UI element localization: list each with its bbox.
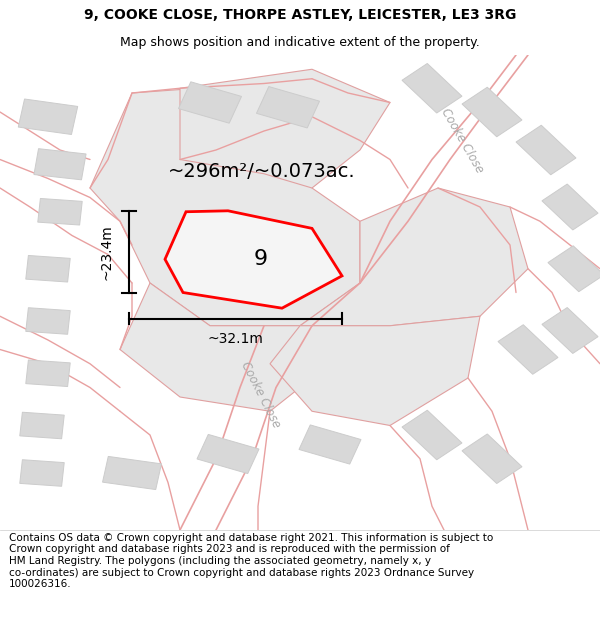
- Polygon shape: [462, 434, 522, 484]
- Polygon shape: [20, 412, 64, 439]
- Polygon shape: [18, 99, 78, 134]
- Text: ~296m²/~0.073ac.: ~296m²/~0.073ac.: [168, 162, 356, 181]
- Text: Cooke Close: Cooke Close: [239, 359, 283, 430]
- Polygon shape: [300, 188, 528, 326]
- Polygon shape: [402, 64, 462, 113]
- Polygon shape: [90, 84, 360, 326]
- Polygon shape: [516, 125, 576, 175]
- Text: ~32.1m: ~32.1m: [208, 332, 263, 346]
- Polygon shape: [548, 246, 600, 292]
- Text: Map shows position and indicative extent of the property.: Map shows position and indicative extent…: [120, 36, 480, 49]
- Polygon shape: [270, 316, 480, 426]
- Text: 9, COOKE CLOSE, THORPE ASTLEY, LEICESTER, LE3 3RG: 9, COOKE CLOSE, THORPE ASTLEY, LEICESTER…: [84, 8, 516, 22]
- Polygon shape: [34, 149, 86, 180]
- Polygon shape: [178, 82, 242, 123]
- Polygon shape: [20, 460, 64, 486]
- Polygon shape: [542, 184, 598, 230]
- Polygon shape: [299, 425, 361, 464]
- Polygon shape: [103, 456, 161, 489]
- Text: 9: 9: [254, 249, 268, 269]
- Polygon shape: [120, 283, 330, 411]
- Polygon shape: [26, 360, 70, 386]
- Polygon shape: [462, 88, 522, 137]
- Text: ~23.4m: ~23.4m: [99, 224, 113, 279]
- Polygon shape: [180, 69, 390, 188]
- Polygon shape: [542, 308, 598, 354]
- Polygon shape: [402, 410, 462, 460]
- Polygon shape: [498, 325, 558, 374]
- Polygon shape: [26, 256, 70, 282]
- Polygon shape: [256, 86, 320, 128]
- Polygon shape: [38, 199, 82, 225]
- Polygon shape: [26, 308, 70, 334]
- Polygon shape: [165, 211, 342, 308]
- Polygon shape: [197, 434, 259, 474]
- Text: Cooke Close: Cooke Close: [438, 106, 486, 175]
- Text: Contains OS data © Crown copyright and database right 2021. This information is : Contains OS data © Crown copyright and d…: [9, 533, 493, 589]
